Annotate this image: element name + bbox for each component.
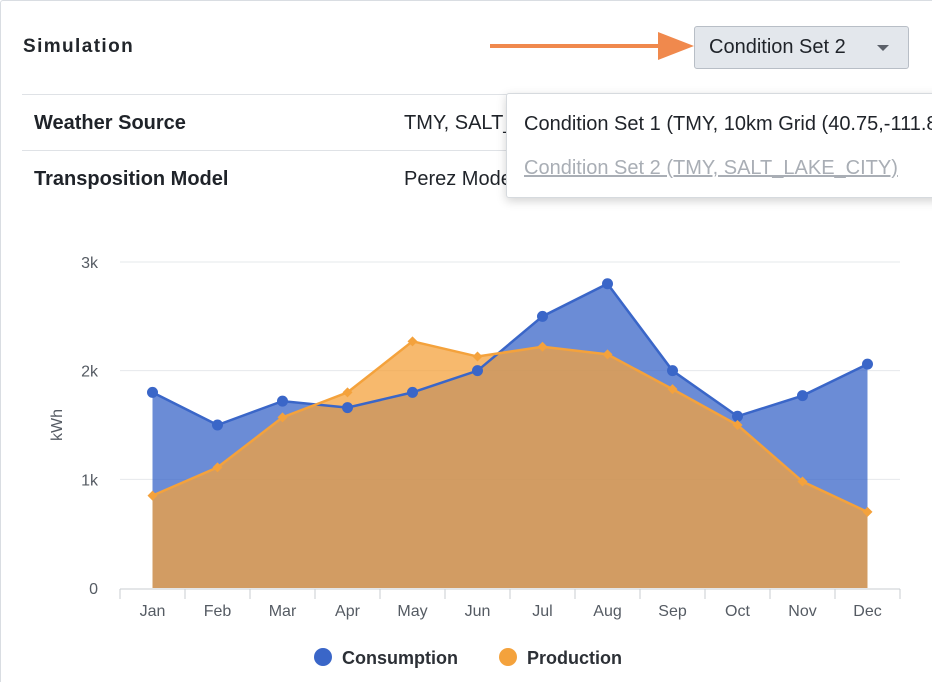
consumption-point[interactable]	[147, 386, 158, 398]
consumption-point[interactable]	[732, 410, 743, 422]
x-tick-label: May	[397, 603, 427, 620]
consumption-point[interactable]	[277, 395, 288, 407]
caret-down-icon	[877, 45, 889, 51]
production-point[interactable]	[342, 387, 353, 398]
production-point[interactable]	[732, 420, 743, 430]
y-tick-label: 1k	[81, 472, 99, 489]
legend-label: Production	[527, 648, 622, 668]
consumption-point[interactable]	[862, 358, 873, 370]
consumption-point[interactable]	[407, 386, 418, 398]
legend-item[interactable]: Consumption	[314, 648, 458, 668]
consumption-line	[151, 282, 869, 427]
x-tick-label: Feb	[204, 603, 232, 620]
x-tick-label: Oct	[725, 603, 750, 620]
production-point[interactable]	[797, 476, 808, 487]
y-tick-label: 2k	[81, 364, 99, 381]
consumption-point[interactable]	[537, 310, 548, 322]
production-point[interactable]	[407, 336, 418, 347]
consumption-point[interactable]	[472, 365, 483, 377]
legend-label: Consumption	[342, 648, 458, 668]
legend-marker	[499, 648, 517, 666]
consumption-point[interactable]	[797, 390, 808, 402]
weather-source-label: Weather Source	[34, 112, 186, 134]
y-axis-title: kWh	[49, 409, 66, 441]
production-point[interactable]	[667, 384, 678, 395]
consumption-point[interactable]	[667, 365, 678, 377]
production-point[interactable]	[602, 349, 613, 360]
consumption-point[interactable]	[212, 419, 223, 431]
production-point[interactable]	[147, 490, 158, 501]
section-title: Simulation	[23, 36, 135, 57]
x-tick-label: Dec	[853, 603, 881, 620]
production-point[interactable]	[472, 351, 483, 362]
legend-marker	[314, 648, 332, 666]
transposition-model-label: Transposition Model	[34, 168, 229, 190]
production-line	[152, 339, 869, 514]
condition-set-dropdown-button[interactable]: Condition Set 2	[694, 26, 909, 69]
x-tick-label: Jun	[465, 603, 491, 620]
y-tick-label: 0	[89, 581, 98, 598]
x-tick-label: Nov	[788, 603, 816, 620]
x-tick-label: Jul	[532, 603, 552, 620]
production-area	[152, 341, 868, 588]
production-point[interactable]	[537, 341, 548, 352]
x-tick-label: Apr	[335, 603, 361, 620]
production-point[interactable]	[862, 506, 873, 517]
menu-item-condition-set-1[interactable]: Condition Set 1 (TMY, 10km Grid (40.75,-…	[524, 113, 932, 135]
menu-notch	[791, 94, 817, 106]
menu-item-condition-set-2[interactable]: Condition Set 2 (TMY, SALT_LAKE_CITY)	[524, 157, 898, 179]
arrow-right-icon	[490, 32, 694, 60]
consumption-point[interactable]	[342, 402, 353, 414]
x-tick-label: Mar	[269, 603, 297, 620]
transposition-model-value: Perez Model	[404, 168, 517, 190]
info-row-transposition-model: Transposition Model Perez Model	[22, 150, 932, 206]
x-tick-label: Aug	[593, 603, 621, 620]
condition-set-menu: Condition Set 1 (TMY, 10km Grid (40.75,-…	[506, 93, 932, 198]
production-point[interactable]	[212, 462, 223, 473]
production-point[interactable]	[277, 412, 288, 423]
consumption-point[interactable]	[602, 278, 613, 290]
x-tick-label: Jan	[140, 603, 166, 620]
legend-item[interactable]: Production	[499, 648, 622, 668]
condition-set-button-label: Condition Set 2	[709, 36, 846, 58]
x-tick-label: Sep	[658, 603, 687, 620]
y-tick-label: 3k	[81, 255, 99, 272]
